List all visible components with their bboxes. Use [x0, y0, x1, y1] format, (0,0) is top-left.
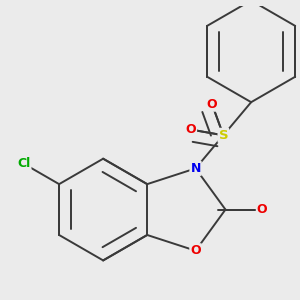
Text: N: N — [190, 162, 201, 175]
Text: O: O — [207, 98, 218, 111]
Text: Cl: Cl — [17, 157, 31, 170]
Text: O: O — [257, 203, 267, 216]
Text: O: O — [185, 123, 196, 136]
Text: S: S — [218, 129, 228, 142]
Text: O: O — [190, 244, 201, 257]
